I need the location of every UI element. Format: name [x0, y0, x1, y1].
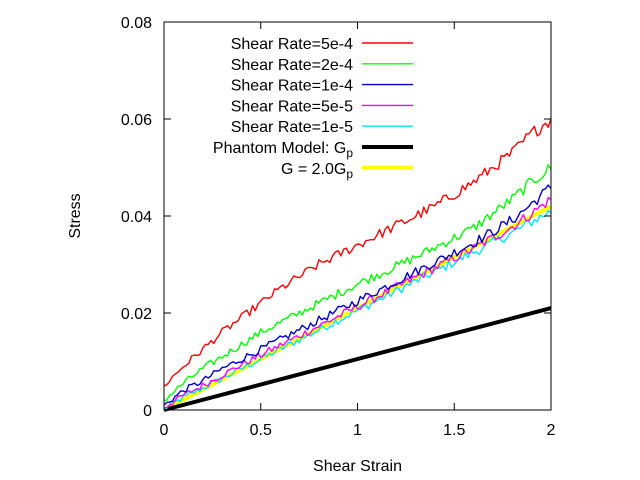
series-line-0 [163, 118, 552, 387]
y-axis-label: Stress [67, 193, 84, 238]
series-line-4 [163, 209, 552, 410]
legend-label: Shear Rate=5e-5 [231, 98, 353, 115]
x-tick-label: 2 [547, 422, 556, 439]
x-tick-label: 0.5 [250, 422, 272, 439]
y-tick-label: 0.06 [121, 112, 152, 129]
series-layer [163, 118, 552, 412]
y-tick-label: 0.02 [121, 306, 152, 323]
axis-ticks: 0 0.5 1 1.5 2 0 0.02 0.04 0.06 0.08 [121, 15, 556, 439]
y-tick-label: 0 [143, 403, 152, 420]
series-line-3 [163, 196, 552, 409]
y-tick-label: 0.08 [121, 15, 152, 32]
series-line-1 [163, 163, 552, 401]
legend-label: Shear Rate=1e-5 [231, 119, 353, 136]
series-line-2 [163, 184, 552, 406]
x-tick-label: 1.5 [443, 422, 465, 439]
x-tick-label: 0 [160, 422, 169, 439]
y-tick-label: 0.04 [121, 209, 152, 226]
x-axis-label: Shear Strain [313, 458, 402, 475]
legend-label: Phantom Model: Gp [213, 140, 353, 160]
plot-frame [163, 21, 552, 411]
legend-label: Shear Rate=1e-4 [231, 78, 353, 95]
legend-label: Shear Rate=5e-4 [231, 36, 353, 53]
legend-label-subscript: p [346, 146, 353, 160]
legend-label: G = 2.0Gp [281, 161, 353, 181]
legend-label-subscript: p [346, 167, 353, 181]
series-line-5 [163, 306, 552, 412]
x-tick-label: 1 [353, 422, 362, 439]
legend-label: Shear Rate=2e-4 [231, 57, 353, 74]
legend: Shear Rate=5e-4 Shear Rate=2e-4 Shear Rate… [213, 36, 413, 181]
